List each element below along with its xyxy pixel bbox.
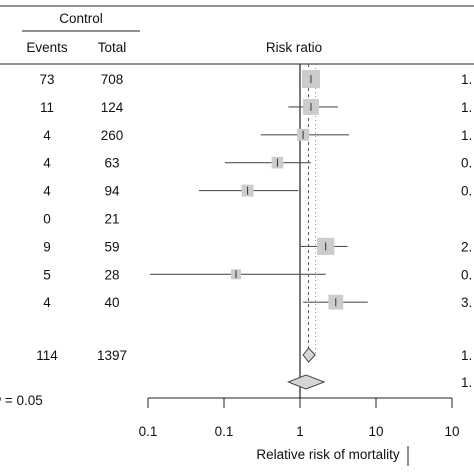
risk-ratio-value: 1. <box>461 128 472 143</box>
total-cell: 28 <box>104 267 119 282</box>
risk-ratio-value: 0. <box>461 184 472 199</box>
x-tick-label: 0.1 <box>139 424 158 439</box>
x-axis-label: Relative risk of mortality <box>256 447 400 462</box>
pooled-risk-ratio-value: 1. <box>461 375 472 390</box>
risk-ratio-header: Risk ratio <box>266 40 322 55</box>
total-cell: 94 <box>104 184 120 199</box>
col-total-header: Total <box>98 40 127 55</box>
total-cell: 708 <box>101 72 124 87</box>
total-cell: 124 <box>101 100 124 115</box>
pooled-risk-ratio-value: 1. <box>461 348 472 363</box>
pooled-total-cell: 1397 <box>97 348 127 363</box>
x-tick-label: 1 <box>296 424 304 439</box>
total-cell: 21 <box>104 212 119 227</box>
events-cell: 4 <box>43 128 51 143</box>
col-events-header: Events <box>26 40 68 55</box>
risk-ratio-value: 3. <box>461 295 472 310</box>
p-value-label: ᵖ = 0.05 <box>0 393 43 408</box>
total-cell: 260 <box>101 128 124 143</box>
risk-ratio-value: 1. <box>461 72 472 87</box>
events-cell: 4 <box>43 156 51 171</box>
pooled-diamond <box>302 347 317 363</box>
risk-ratio-value: 0. <box>461 156 472 171</box>
events-cell: 11 <box>40 100 54 115</box>
events-cell: 5 <box>43 267 51 282</box>
events-cell: 4 <box>43 295 51 310</box>
events-cell: 73 <box>39 72 54 87</box>
events-cell: 4 <box>43 184 51 199</box>
risk-ratio-value: 1. <box>461 100 472 115</box>
events-cell: 0 <box>43 212 51 227</box>
x-tick-label: 10 <box>368 424 383 439</box>
study-rows: 73 708 1. 11 124 1. 4 260 1. 4 63 0. 4 94 0. 0 21 9 59 2. 5 2… <box>36 64 472 466</box>
group-header: Control <box>59 11 103 26</box>
pooled-events-cell: 114 <box>36 348 58 363</box>
x-tick-label: 10 <box>444 424 459 439</box>
x-tick-label: 0.1 <box>215 424 234 439</box>
total-cell: 59 <box>104 239 119 254</box>
risk-ratio-value: 2. <box>461 239 472 254</box>
risk-ratio-value: 0. <box>461 267 472 282</box>
total-cell: 40 <box>104 295 119 310</box>
pooled-diamond <box>287 374 326 390</box>
total-cell: 63 <box>104 156 119 171</box>
events-cell: 9 <box>43 239 51 254</box>
